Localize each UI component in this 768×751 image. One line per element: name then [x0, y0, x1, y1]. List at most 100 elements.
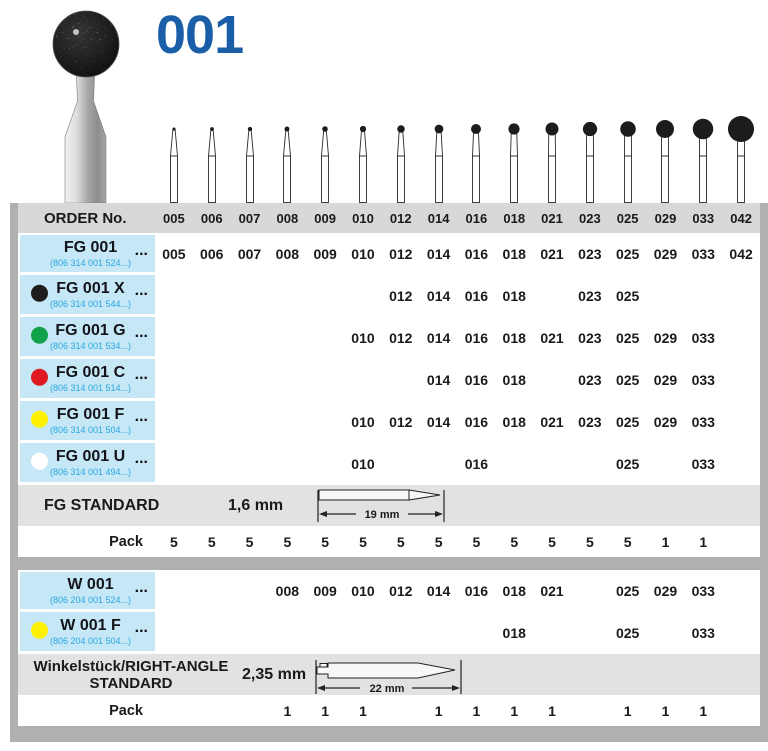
product-row-fg-001-u: FG 001 U (806 314 001 494...)... 010 016 025… [18, 443, 760, 485]
size-cell: 021 [540, 330, 564, 346]
product-name: FG 001 G [55, 322, 126, 339]
grit-color-dot [31, 452, 48, 470]
size-cell: 018 [502, 625, 526, 641]
product-code: (806 314 001 534...) [49, 341, 132, 351]
product-row-fg-001: FG 001 (806 314 001 524...)... 005 006 007 00… [18, 233, 760, 275]
size-cell: 018 [502, 288, 526, 304]
product-code: (806 314 001 514...) [49, 383, 132, 393]
size-cell: 009 [313, 583, 337, 599]
size-cell: 012 [389, 330, 413, 346]
size-cell [420, 443, 458, 485]
size-cell [382, 443, 420, 485]
bur-shank [64, 64, 107, 203]
w-standard-band: Winkelstück/RIGHT-ANGLE STANDARD 2,35 mm… [18, 654, 760, 695]
bur-drawing-size-012 [396, 125, 405, 203]
fg-standard-label: FG STANDARD [44, 496, 160, 514]
grit-color-dot [31, 326, 48, 344]
size-cell: 010 [351, 583, 375, 599]
size-cell [306, 275, 344, 317]
size-cells: 008 009 010 012 014 016 018 021 025 029 033 [155, 570, 760, 612]
bur-drawing-size-018 [508, 123, 520, 203]
w-pack-cell [231, 695, 269, 726]
fg-pack-cell: 5 [359, 533, 367, 550]
w-pack-cell: 1 [661, 702, 670, 719]
order-ellipsis: ... [134, 366, 148, 383]
size-cell: 023 [578, 246, 602, 262]
size-cell: 014 [426, 414, 451, 430]
product-name: FG 001 X [56, 280, 125, 297]
size-cell: 010 [351, 246, 375, 262]
fg-pack-cell: 5 [623, 533, 632, 550]
size-cell [306, 317, 344, 359]
w-pack-cell: 1 [699, 702, 708, 719]
product-label: FG 001 F (806 314 001 504...)... [18, 401, 155, 443]
product-code: (806 314 001 544...) [49, 299, 132, 309]
w-pack-cells: 1 1 1 1 1 1 1 1 1 1 [155, 695, 760, 726]
size-cell: 033 [691, 246, 715, 262]
order-ellipsis: ... [134, 242, 148, 259]
product-row-fg-001-f: FG 001 F (806 314 001 504...)... 010 012 014… [18, 401, 760, 443]
order-column-header: 010 [352, 210, 374, 226]
bur-drawing-size-042 [728, 115, 755, 203]
size-cell [306, 359, 344, 401]
w-shank-length-label: 22 mm [370, 683, 405, 695]
size-cell: 025 [615, 246, 640, 262]
size-cell: 018 [502, 414, 526, 430]
ball-outline [52, 10, 120, 78]
product-code: (806 204 001 524...) [49, 595, 132, 605]
product-row-fg-001-x: FG 001 X (806 314 001 544...)... 012 014 016… [18, 275, 760, 317]
order-column-header: 033 [692, 210, 715, 226]
size-cell [155, 443, 193, 485]
order-header-row: ORDER No. 005 006 007 008 009 010 012 014 016 018… [18, 203, 760, 233]
w-pack-cell [155, 695, 193, 726]
order-ellipsis: ... [134, 408, 148, 425]
size-cell [193, 359, 231, 401]
size-cell [306, 401, 344, 443]
size-cell [495, 443, 533, 485]
order-column-header: 014 [427, 210, 450, 226]
product-label-text: FG 001 C (806 314 001 514...) [20, 364, 155, 393]
bur-drawing-size-021 [545, 122, 559, 203]
bur-drawing-size-016 [471, 124, 482, 203]
size-cell [458, 612, 496, 654]
product-table: ORDER No. 005 006 007 008 009 010 012 014 016 018… [10, 203, 768, 742]
product-label: FG 001 X (806 314 001 544...)... [18, 275, 155, 317]
section-separator [18, 557, 760, 570]
size-cell [722, 317, 760, 359]
size-cell [533, 443, 571, 485]
size-cell [382, 612, 420, 654]
size-cells: 010 012 014 016 018 021 023 025 029 033 [155, 401, 760, 443]
bur-drawing-size-014 [434, 124, 443, 203]
order-column-header: 006 [200, 210, 223, 226]
size-cell: 018 [502, 330, 526, 346]
size-cell: 005 [162, 246, 186, 262]
size-cell [722, 401, 760, 443]
size-cell [155, 570, 193, 612]
size-cell: 029 [653, 583, 678, 599]
size-cells: 010 016 025 033 [155, 443, 760, 485]
fg-standard-band: FG STANDARD 1,6 mm 19 mm [18, 485, 760, 526]
size-cell: 014 [426, 372, 451, 388]
product-name: W 001 [67, 576, 114, 593]
fg-pack-label: Pack [109, 533, 143, 550]
order-column-header: 008 [276, 210, 299, 226]
size-cell [344, 612, 382, 654]
w-pack-cell [193, 695, 231, 726]
order-column-header: 016 [465, 210, 488, 226]
bur-drawing-size-010 [358, 125, 367, 203]
size-cell: 016 [464, 330, 489, 346]
size-cell: 010 [351, 456, 375, 472]
size-cell [231, 275, 269, 317]
size-cell [268, 612, 306, 654]
w-pack-cell [571, 695, 609, 726]
order-column-header: 042 [730, 210, 752, 226]
w-shank-diagram: 22 mm [315, 660, 462, 695]
size-cell [722, 570, 760, 612]
order-column-header: 029 [654, 210, 677, 226]
product-label: W 001 F (806 204 001 504...)... [18, 612, 155, 654]
size-cell [647, 275, 685, 317]
bur-drawing-size-025 [619, 121, 636, 203]
size-cell: 033 [691, 330, 715, 346]
product-label-text: W 001 F (806 204 001 504...) [20, 617, 155, 646]
size-cell [571, 612, 609, 654]
